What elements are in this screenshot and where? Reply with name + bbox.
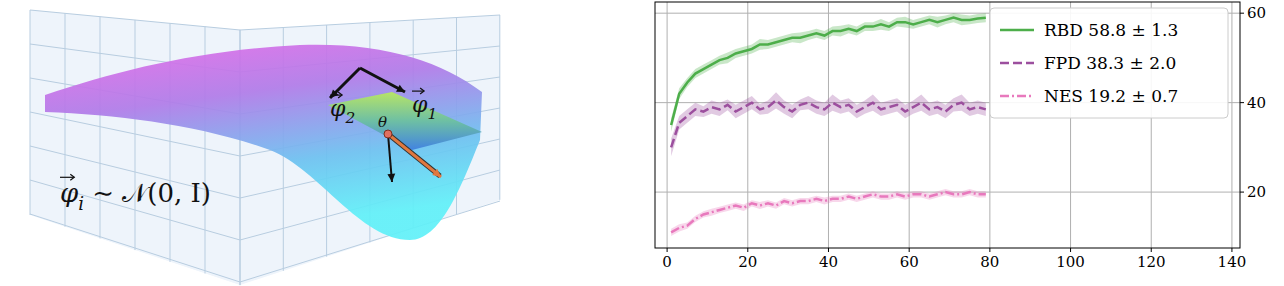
formula-rest: ∼ 𝒩(0, I) xyxy=(84,178,211,208)
symbol-label: φi ∼ 𝒩(0, I) xyxy=(60,178,211,214)
error-band xyxy=(671,92,986,156)
error-band xyxy=(671,189,986,236)
series-line xyxy=(671,100,986,147)
3d-box xyxy=(30,10,500,285)
arrow-outline xyxy=(388,134,440,176)
vector-arrow xyxy=(60,174,74,180)
x-tick-label: 140 xyxy=(1218,253,1247,271)
symbol: φ xyxy=(60,178,79,208)
arrow-shaft xyxy=(388,134,441,177)
arrow-shaft xyxy=(360,68,405,92)
arrow xyxy=(330,68,360,98)
box-line xyxy=(499,15,500,200)
vector-arrow xyxy=(412,88,424,94)
arrow xyxy=(360,68,405,92)
box-back xyxy=(30,10,500,285)
x-tick xyxy=(1231,248,1232,252)
subscript: 1 xyxy=(427,105,437,123)
x-tick xyxy=(667,248,668,252)
vector-arrow xyxy=(330,92,342,98)
symbol-label: φ2 xyxy=(330,96,355,127)
arrow-shaft xyxy=(330,68,360,98)
x-tick xyxy=(1070,248,1071,252)
vector-bar xyxy=(330,94,342,95)
y-tick xyxy=(1240,13,1244,14)
vector-tip xyxy=(420,88,424,94)
arrow xyxy=(388,134,441,177)
x-tick xyxy=(909,248,910,252)
figure: φ2φ1θφi ∼ 𝒩(0, I)02040608010012014020406… xyxy=(0,0,1284,286)
vector-tip xyxy=(338,92,342,98)
x-tick-label: 60 xyxy=(900,253,919,271)
box-line xyxy=(135,20,136,250)
x-tick-label: 40 xyxy=(819,253,838,271)
x-grid-line xyxy=(667,2,668,248)
legend-label: RBD 58.8 ± 1.3 xyxy=(1044,20,1178,40)
y-tick-label: 40 xyxy=(1247,94,1266,112)
box-line xyxy=(170,23,171,262)
surface xyxy=(45,45,482,240)
symbol: φ xyxy=(330,96,346,121)
symbol-label: φ1 xyxy=(412,92,437,123)
symbol-label: θ xyxy=(378,113,387,131)
x-grid-line xyxy=(909,2,910,248)
x-grid-line xyxy=(747,2,748,248)
x-tick-label: 120 xyxy=(1137,253,1166,271)
symbol: φ xyxy=(412,92,428,117)
y-tick xyxy=(1240,102,1244,103)
subscript: 2 xyxy=(344,109,355,127)
vector-bar xyxy=(412,90,424,91)
chart: 0 20 40 60 80 100 120 140 20 40 60 RBD 58.8 ± 1.3 FP… xyxy=(655,2,1266,271)
theta-point xyxy=(384,130,392,138)
y-tick xyxy=(1240,192,1244,193)
tangent-plane xyxy=(328,92,482,150)
legend-label: NES 19.2 ± 0.7 xyxy=(1044,86,1178,106)
box-line xyxy=(30,10,31,215)
vector-bar xyxy=(60,177,74,178)
legend-box xyxy=(990,8,1228,118)
x-tick-label: 80 xyxy=(980,253,999,271)
x-tick xyxy=(747,248,748,252)
x-grid-line xyxy=(1231,2,1232,248)
vector-tip xyxy=(70,174,74,180)
x-tick xyxy=(828,248,829,252)
x-grid-line xyxy=(828,2,829,248)
y-tick-label: 60 xyxy=(1247,4,1266,22)
legend: RBD 58.8 ± 1.3 FPD 38.3 ± 2.0 NES 19.2 ± 0… xyxy=(990,8,1228,118)
x-tick xyxy=(1151,248,1152,252)
arrow-head xyxy=(432,169,441,177)
y-tick-label: 20 xyxy=(1247,183,1266,201)
x-tick-label: 20 xyxy=(738,253,757,271)
series-line xyxy=(671,192,986,232)
plot-frame xyxy=(655,2,1240,248)
arrow-head xyxy=(396,85,405,92)
arrow-head xyxy=(387,174,395,182)
plot-area xyxy=(671,13,986,236)
legend-key xyxy=(1000,62,1034,65)
x-tick xyxy=(989,248,990,252)
legend-key xyxy=(1000,95,1034,98)
legend-label: FPD 38.3 ± 2.0 xyxy=(1044,53,1176,73)
symbol: θ xyxy=(378,113,387,131)
legend-key xyxy=(1000,29,1034,32)
x-tick-label: 100 xyxy=(1056,253,1085,271)
x-tick-label: 0 xyxy=(662,253,672,271)
grid xyxy=(655,2,1240,248)
